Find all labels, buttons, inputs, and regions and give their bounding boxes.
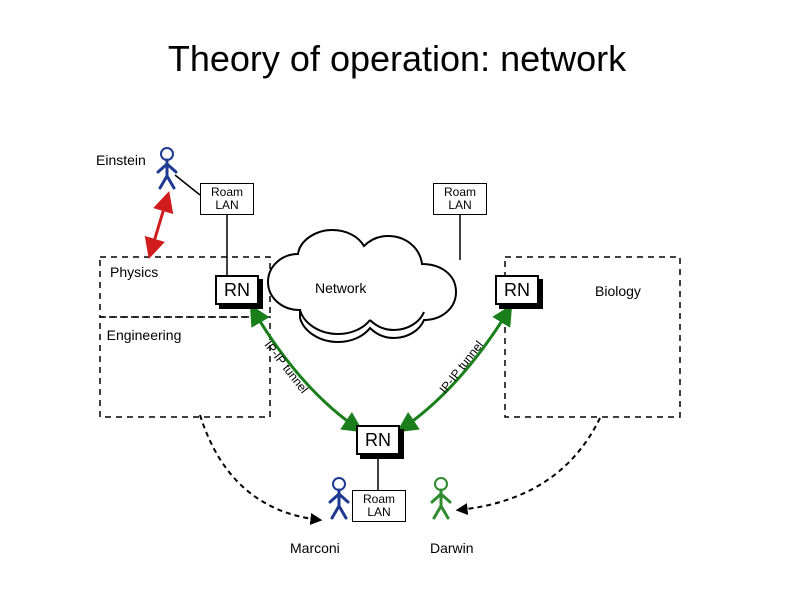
- lan-box-bottom: RoamLAN: [352, 490, 406, 522]
- rn-label: RN: [504, 280, 530, 301]
- label-marconi: Marconi: [290, 540, 340, 556]
- line-einstein-lan: [175, 175, 200, 195]
- label-physics: Physics: [110, 264, 158, 280]
- rn-label: RN: [365, 430, 391, 451]
- rn-box-bottom: RN: [356, 425, 400, 455]
- arrow-biology-darwin: [458, 418, 600, 510]
- page-title: Theory of operation: network: [0, 38, 794, 80]
- person-marconi-icon: [330, 478, 348, 518]
- lan-label: RoamLAN: [211, 186, 243, 212]
- label-biology: Biology: [595, 283, 641, 299]
- arrow-einstein-physics: [150, 195, 168, 255]
- person-darwin-icon: [432, 478, 450, 518]
- rn-box-left: RN: [215, 275, 259, 305]
- label-engineering: Engineering: [104, 327, 184, 343]
- lan-box-right: RoamLAN: [433, 183, 487, 215]
- rn-label: RN: [224, 280, 250, 301]
- tunnel-label-right: IP-IP tunnel: [436, 338, 486, 396]
- label-network: Network: [315, 280, 366, 296]
- lan-label: RoamLAN: [444, 186, 476, 212]
- arrow-engineering-marconi: [200, 415, 320, 520]
- label-darwin: Darwin: [430, 540, 474, 556]
- label-einstein: Einstein: [96, 152, 146, 168]
- rn-box-right: RN: [495, 275, 539, 305]
- person-einstein-icon: [158, 148, 176, 188]
- stage: Theory of operation: network: [0, 0, 794, 595]
- tunnel-label-left: IP-IP tunnel: [261, 338, 311, 396]
- arrow-tunnel-left: [252, 308, 360, 430]
- lan-box-left: RoamLAN: [200, 183, 254, 215]
- lan-label: RoamLAN: [363, 493, 395, 519]
